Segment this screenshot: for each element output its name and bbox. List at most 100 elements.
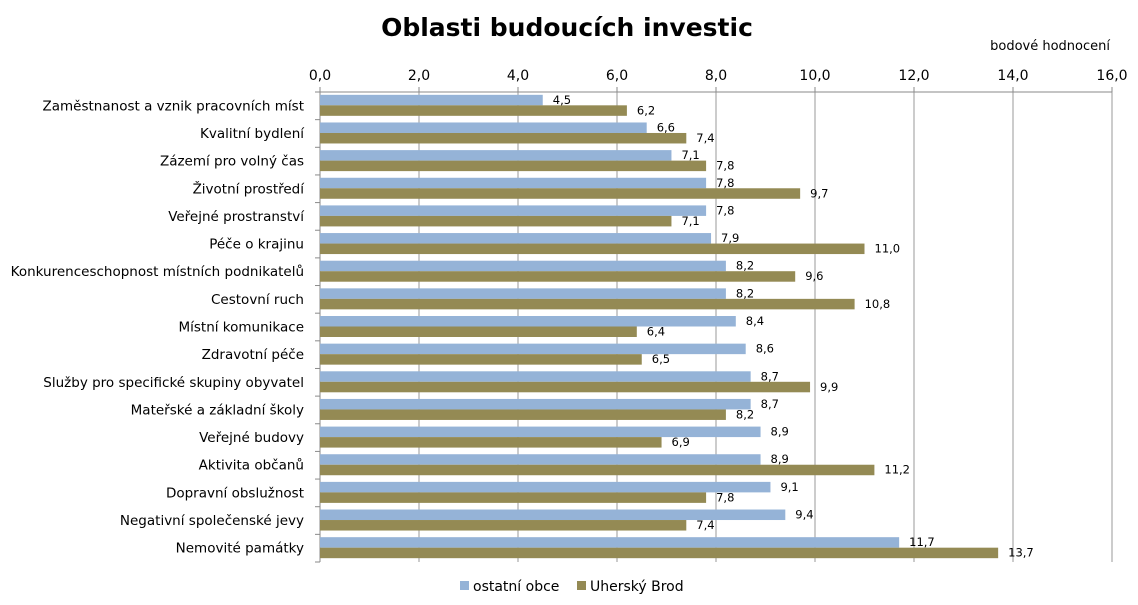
- bar-uhersky-brod: [320, 464, 875, 476]
- data-label: 8,2: [736, 407, 754, 421]
- data-label: 7,8: [716, 203, 734, 217]
- bar-uhersky-brod: [320, 105, 627, 116]
- category-label: Nemovité památky: [176, 541, 304, 557]
- data-label: 9,1: [780, 480, 798, 494]
- bar-ostatni-obce: [320, 288, 726, 299]
- legend-swatch: [460, 581, 469, 590]
- data-label: 7,8: [716, 176, 734, 190]
- data-label: 8,9: [771, 425, 789, 439]
- bar-ostatni-obce: [320, 260, 726, 272]
- category-label: Veřejné budovy: [199, 430, 304, 446]
- legend-swatch: [577, 581, 586, 590]
- bar-uhersky-brod: [320, 160, 707, 172]
- tick-label: 12,0: [898, 68, 929, 84]
- tick-label: 16,0: [1096, 68, 1127, 84]
- data-label: 6,5: [652, 352, 670, 366]
- data-label: 6,6: [657, 120, 675, 134]
- bar-ostatni-obce: [320, 233, 712, 244]
- bar-ostatni-obce: [320, 122, 647, 133]
- bar-uhersky-brod: [320, 215, 672, 227]
- category-label: Zázemí pro volný čas: [160, 154, 304, 170]
- data-label: 9,4: [795, 508, 813, 522]
- bar-ostatni-obce: [320, 537, 900, 548]
- bar-uhersky-brod: [320, 188, 801, 199]
- data-label: 11,0: [875, 242, 901, 256]
- data-label: 8,2: [736, 259, 754, 273]
- data-label: 7,8: [716, 490, 734, 504]
- bar-uhersky-brod: [320, 354, 642, 365]
- category-label: Veřejné prostranství: [168, 209, 305, 225]
- bar-ostatni-obce: [320, 509, 786, 521]
- category-label: Zdravotní péče: [202, 347, 304, 363]
- tick-label: 2,0: [408, 68, 430, 84]
- tick-label: 8,0: [705, 68, 727, 84]
- bar-ostatni-obce: [320, 150, 672, 161]
- bars: 4,5 6,26,6 7,4 7,1 7,8 7,8 9,7 7,8 7,1 7,9 11,0 8,2…: [320, 93, 1034, 560]
- category-labels: Zaměstnanost a vznik pracovních míst Kval…: [11, 98, 306, 556]
- category-label: Kvalitní bydlení: [200, 126, 305, 142]
- bar-uhersky-brod: [320, 547, 999, 559]
- tick-label: 0,0: [309, 68, 331, 84]
- bar-uhersky-brod: [320, 326, 637, 337]
- data-label: 9,9: [820, 380, 838, 394]
- data-label: 7,1: [681, 214, 699, 228]
- bar-ostatni-obce: [320, 398, 751, 410]
- data-label: 4,5: [553, 93, 571, 107]
- bar-uhersky-brod: [320, 271, 796, 282]
- data-label: 6,9: [672, 435, 690, 449]
- data-label: 8,9: [771, 452, 789, 466]
- data-label: 7,4: [696, 131, 714, 145]
- category-label: Mateřské a základní školy: [131, 402, 304, 418]
- data-label: 9,7: [810, 186, 828, 200]
- category-label: Životní prostředí: [193, 179, 306, 197]
- data-label: 11,2: [884, 463, 910, 477]
- bar-ostatni-obce: [320, 481, 771, 493]
- bar-uhersky-brod: [320, 132, 687, 144]
- category-label: Negativní společenské jevy: [120, 513, 304, 529]
- bar-ostatni-obce: [320, 205, 707, 216]
- data-label: 9,6: [805, 269, 823, 283]
- data-label: 7,4: [696, 518, 714, 532]
- category-label: Péče o krajinu: [209, 237, 304, 253]
- category-label: Aktivita občanů: [199, 458, 304, 474]
- bar-uhersky-brod: [320, 492, 707, 503]
- legend-label: ostatní obce: [473, 579, 559, 595]
- chart-title: Oblasti budoucích investic: [381, 13, 753, 42]
- axis-ticks: 0,0 2,0 4,0 6,0 8,0 10,0 12,0 14,0 16,0: [309, 68, 1128, 84]
- bar-uhersky-brod: [320, 520, 687, 531]
- bar-ostatni-obce: [320, 343, 746, 355]
- tick-label: 6,0: [606, 68, 628, 84]
- bar-ostatni-obce: [320, 426, 761, 438]
- bar-uhersky-brod: [320, 409, 726, 420]
- bar-ostatni-obce: [320, 177, 707, 189]
- data-label: 10,8: [865, 297, 891, 311]
- legend: ostatní obce Uherský Brod: [460, 579, 684, 595]
- data-label: 7,9: [721, 231, 739, 245]
- tick-label: 10,0: [799, 68, 830, 84]
- data-label: 8,2: [736, 286, 754, 300]
- data-label: 6,2: [637, 103, 655, 117]
- legend-label: Uherský Brod: [590, 579, 684, 595]
- category-label: Dopravní obslužnost: [166, 485, 304, 501]
- data-label: 8,6: [756, 342, 774, 356]
- bar-ostatni-obce: [320, 94, 543, 106]
- category-label: Cestovní ruch: [211, 292, 304, 308]
- data-label: 7,8: [716, 159, 734, 173]
- category-label: Místní komunikace: [178, 320, 304, 336]
- category-label: Konkurenceschopnost místních podnikatelů: [11, 264, 304, 280]
- data-label: 8,4: [746, 314, 764, 328]
- data-label: 13,7: [1008, 546, 1034, 560]
- tick-label: 14,0: [997, 68, 1028, 84]
- bar-uhersky-brod: [320, 381, 811, 393]
- bar-ostatni-obce: [320, 454, 761, 465]
- bar-uhersky-brod: [320, 298, 855, 310]
- bar-ostatni-obce: [320, 316, 736, 327]
- data-label: 7,1: [681, 148, 699, 162]
- data-label: 8,7: [761, 369, 779, 383]
- data-label: 11,7: [909, 535, 935, 549]
- unit-label: bodové hodnocení: [990, 39, 1110, 54]
- data-label: 8,7: [761, 397, 779, 411]
- bar-ostatni-obce: [320, 371, 751, 382]
- bar-uhersky-brod: [320, 243, 865, 255]
